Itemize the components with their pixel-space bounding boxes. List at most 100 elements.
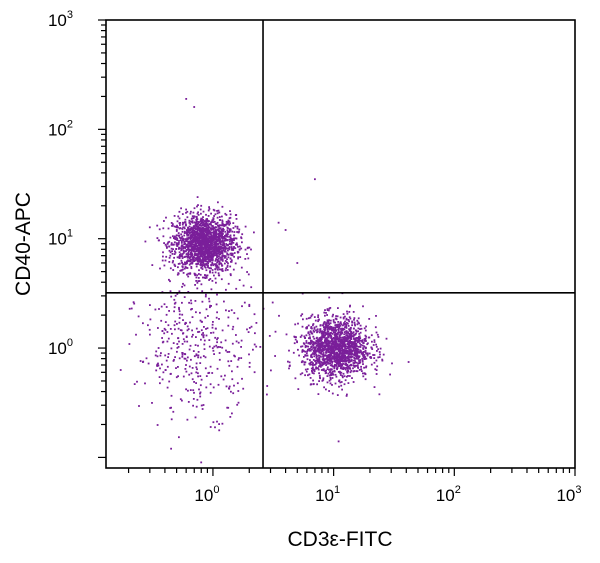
data-point xyxy=(345,330,347,333)
data-point xyxy=(363,356,366,358)
data-point xyxy=(364,334,367,337)
data-point xyxy=(178,310,181,313)
data-point xyxy=(349,328,352,330)
data-point xyxy=(356,319,359,322)
data-point xyxy=(320,332,323,335)
data-point xyxy=(223,250,226,253)
data-point xyxy=(167,227,170,230)
data-point xyxy=(345,364,348,366)
data-point xyxy=(234,247,237,250)
data-point xyxy=(352,349,355,352)
data-point xyxy=(209,244,211,247)
data-point xyxy=(211,280,214,282)
data-point xyxy=(311,327,313,330)
data-point xyxy=(353,321,356,324)
data-point xyxy=(201,264,204,267)
data-point xyxy=(335,315,337,317)
data-point xyxy=(350,342,353,345)
data-point xyxy=(305,341,308,344)
data-point xyxy=(191,221,194,224)
data-point xyxy=(194,344,197,346)
data-point xyxy=(247,331,250,333)
data-point xyxy=(200,217,203,220)
data-point xyxy=(346,371,349,374)
data-point xyxy=(199,375,202,377)
data-point xyxy=(197,259,200,262)
data-point xyxy=(189,236,192,239)
data-point xyxy=(178,317,181,319)
data-point xyxy=(338,323,341,326)
data-point xyxy=(327,321,330,323)
data-point xyxy=(337,360,340,363)
data-point xyxy=(334,348,337,351)
data-point xyxy=(340,356,343,359)
data-point xyxy=(305,370,308,373)
data-point xyxy=(186,340,189,343)
data-point xyxy=(233,312,236,314)
data-point xyxy=(346,310,348,313)
data-point xyxy=(163,220,165,222)
data-point xyxy=(211,220,213,223)
data-point xyxy=(231,253,234,255)
data-point xyxy=(302,318,304,321)
data-point xyxy=(188,244,191,247)
data-point xyxy=(342,363,345,365)
data-point xyxy=(212,218,215,221)
data-point xyxy=(325,326,328,329)
data-point xyxy=(187,389,189,392)
data-point xyxy=(208,256,211,259)
data-point xyxy=(221,346,224,349)
data-point xyxy=(350,356,353,359)
data-point xyxy=(309,377,312,379)
data-point xyxy=(372,344,375,346)
data-point xyxy=(151,402,153,404)
data-point xyxy=(353,337,355,340)
data-point xyxy=(330,360,333,363)
data-point xyxy=(356,337,359,339)
data-point xyxy=(364,329,367,332)
data-point xyxy=(348,361,351,363)
data-point xyxy=(156,365,159,367)
data-point xyxy=(369,356,372,358)
data-point xyxy=(341,359,344,362)
data-point xyxy=(354,342,357,345)
data-point xyxy=(315,339,318,342)
data-point xyxy=(181,399,183,402)
data-point xyxy=(217,274,220,277)
data-point xyxy=(201,230,204,233)
data-point xyxy=(330,347,333,349)
data-point xyxy=(346,331,348,334)
data-point xyxy=(338,361,341,364)
data-point xyxy=(326,375,329,377)
data-point xyxy=(378,351,381,353)
data-point xyxy=(203,239,206,242)
data-point xyxy=(355,342,358,345)
data-point xyxy=(362,354,365,356)
data-point xyxy=(231,230,234,233)
data-point xyxy=(227,222,229,225)
data-point xyxy=(319,338,322,340)
data-point xyxy=(332,320,335,323)
data-point xyxy=(191,258,194,261)
data-point xyxy=(230,360,233,362)
data-point xyxy=(170,247,173,250)
data-point xyxy=(223,300,225,303)
data-point xyxy=(333,346,336,349)
data-point xyxy=(329,364,332,367)
data-point xyxy=(195,237,198,240)
data-point xyxy=(162,227,165,230)
data-point xyxy=(365,366,367,369)
data-point xyxy=(301,345,304,348)
data-point xyxy=(328,328,331,331)
data-point xyxy=(321,324,324,327)
data-point xyxy=(248,305,251,307)
data-point xyxy=(337,328,339,331)
data-point xyxy=(192,215,195,218)
data-point xyxy=(366,353,369,356)
data-point xyxy=(201,237,204,240)
data-point xyxy=(300,345,302,348)
data-point xyxy=(213,274,215,277)
data-point xyxy=(201,240,204,242)
data-point xyxy=(299,373,302,376)
data-point xyxy=(202,336,205,339)
